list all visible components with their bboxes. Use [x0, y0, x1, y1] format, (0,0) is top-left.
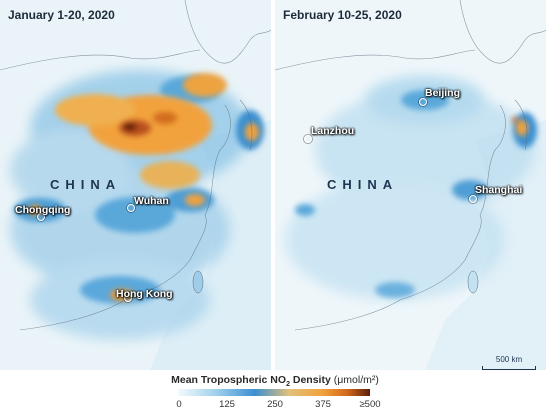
- city-label-shanghai: Shanghai: [475, 184, 523, 196]
- country-label: CHINA: [327, 177, 399, 192]
- map-january: [0, 0, 271, 370]
- city-marker-chongqing: [37, 213, 45, 221]
- country-label: CHINA: [50, 177, 122, 192]
- city-label-hong-kong: Hong Kong: [116, 288, 173, 300]
- scale-label: 500 km: [495, 355, 523, 364]
- legend-tick: 125: [219, 399, 235, 410]
- panel-title: February 10-25, 2020: [283, 8, 402, 22]
- legend-title: Mean Tropospheric NO2 Density (μmol/m²): [0, 374, 550, 388]
- legend-tick: 250: [267, 399, 283, 410]
- scale-line: [482, 366, 536, 370]
- city-marker-hong-kong: [124, 294, 132, 302]
- panel-title: January 1-20, 2020: [8, 8, 115, 22]
- city-label-beijing: Beijing: [425, 87, 461, 99]
- city-marker-beijing: [419, 98, 427, 106]
- legend-title-unit: (μmol/m²): [333, 374, 379, 386]
- city-marker-shanghai: [469, 195, 477, 203]
- legend-tick: ≥500: [359, 399, 381, 410]
- legend-title-density: Density: [289, 374, 334, 386]
- map-panel-february: February 10-25, 2020 CHINA Beijing Lanzh…: [275, 0, 546, 370]
- legend-title-subscript: 2: [286, 381, 290, 389]
- city-label-lanzhou: Lanzhou: [311, 125, 355, 137]
- city-marker-wuhan: [127, 204, 135, 212]
- map-february: [275, 0, 546, 370]
- city-label-chongqing: Chongqing: [15, 204, 71, 216]
- map-panel-january: January 1-20, 2020 CHINA Chongqing Wuhan…: [0, 0, 271, 370]
- legend-color-bar: [178, 389, 370, 396]
- legend: Mean Tropospheric NO2 Density (μmol/m²) …: [0, 370, 550, 412]
- legend-tick: 0: [176, 399, 182, 410]
- city-marker-lanzhou: [304, 135, 312, 143]
- legend-tick: 375: [315, 399, 331, 410]
- legend-title-main: Mean Tropospheric NO: [171, 374, 287, 386]
- city-label-wuhan: Wuhan: [134, 195, 169, 207]
